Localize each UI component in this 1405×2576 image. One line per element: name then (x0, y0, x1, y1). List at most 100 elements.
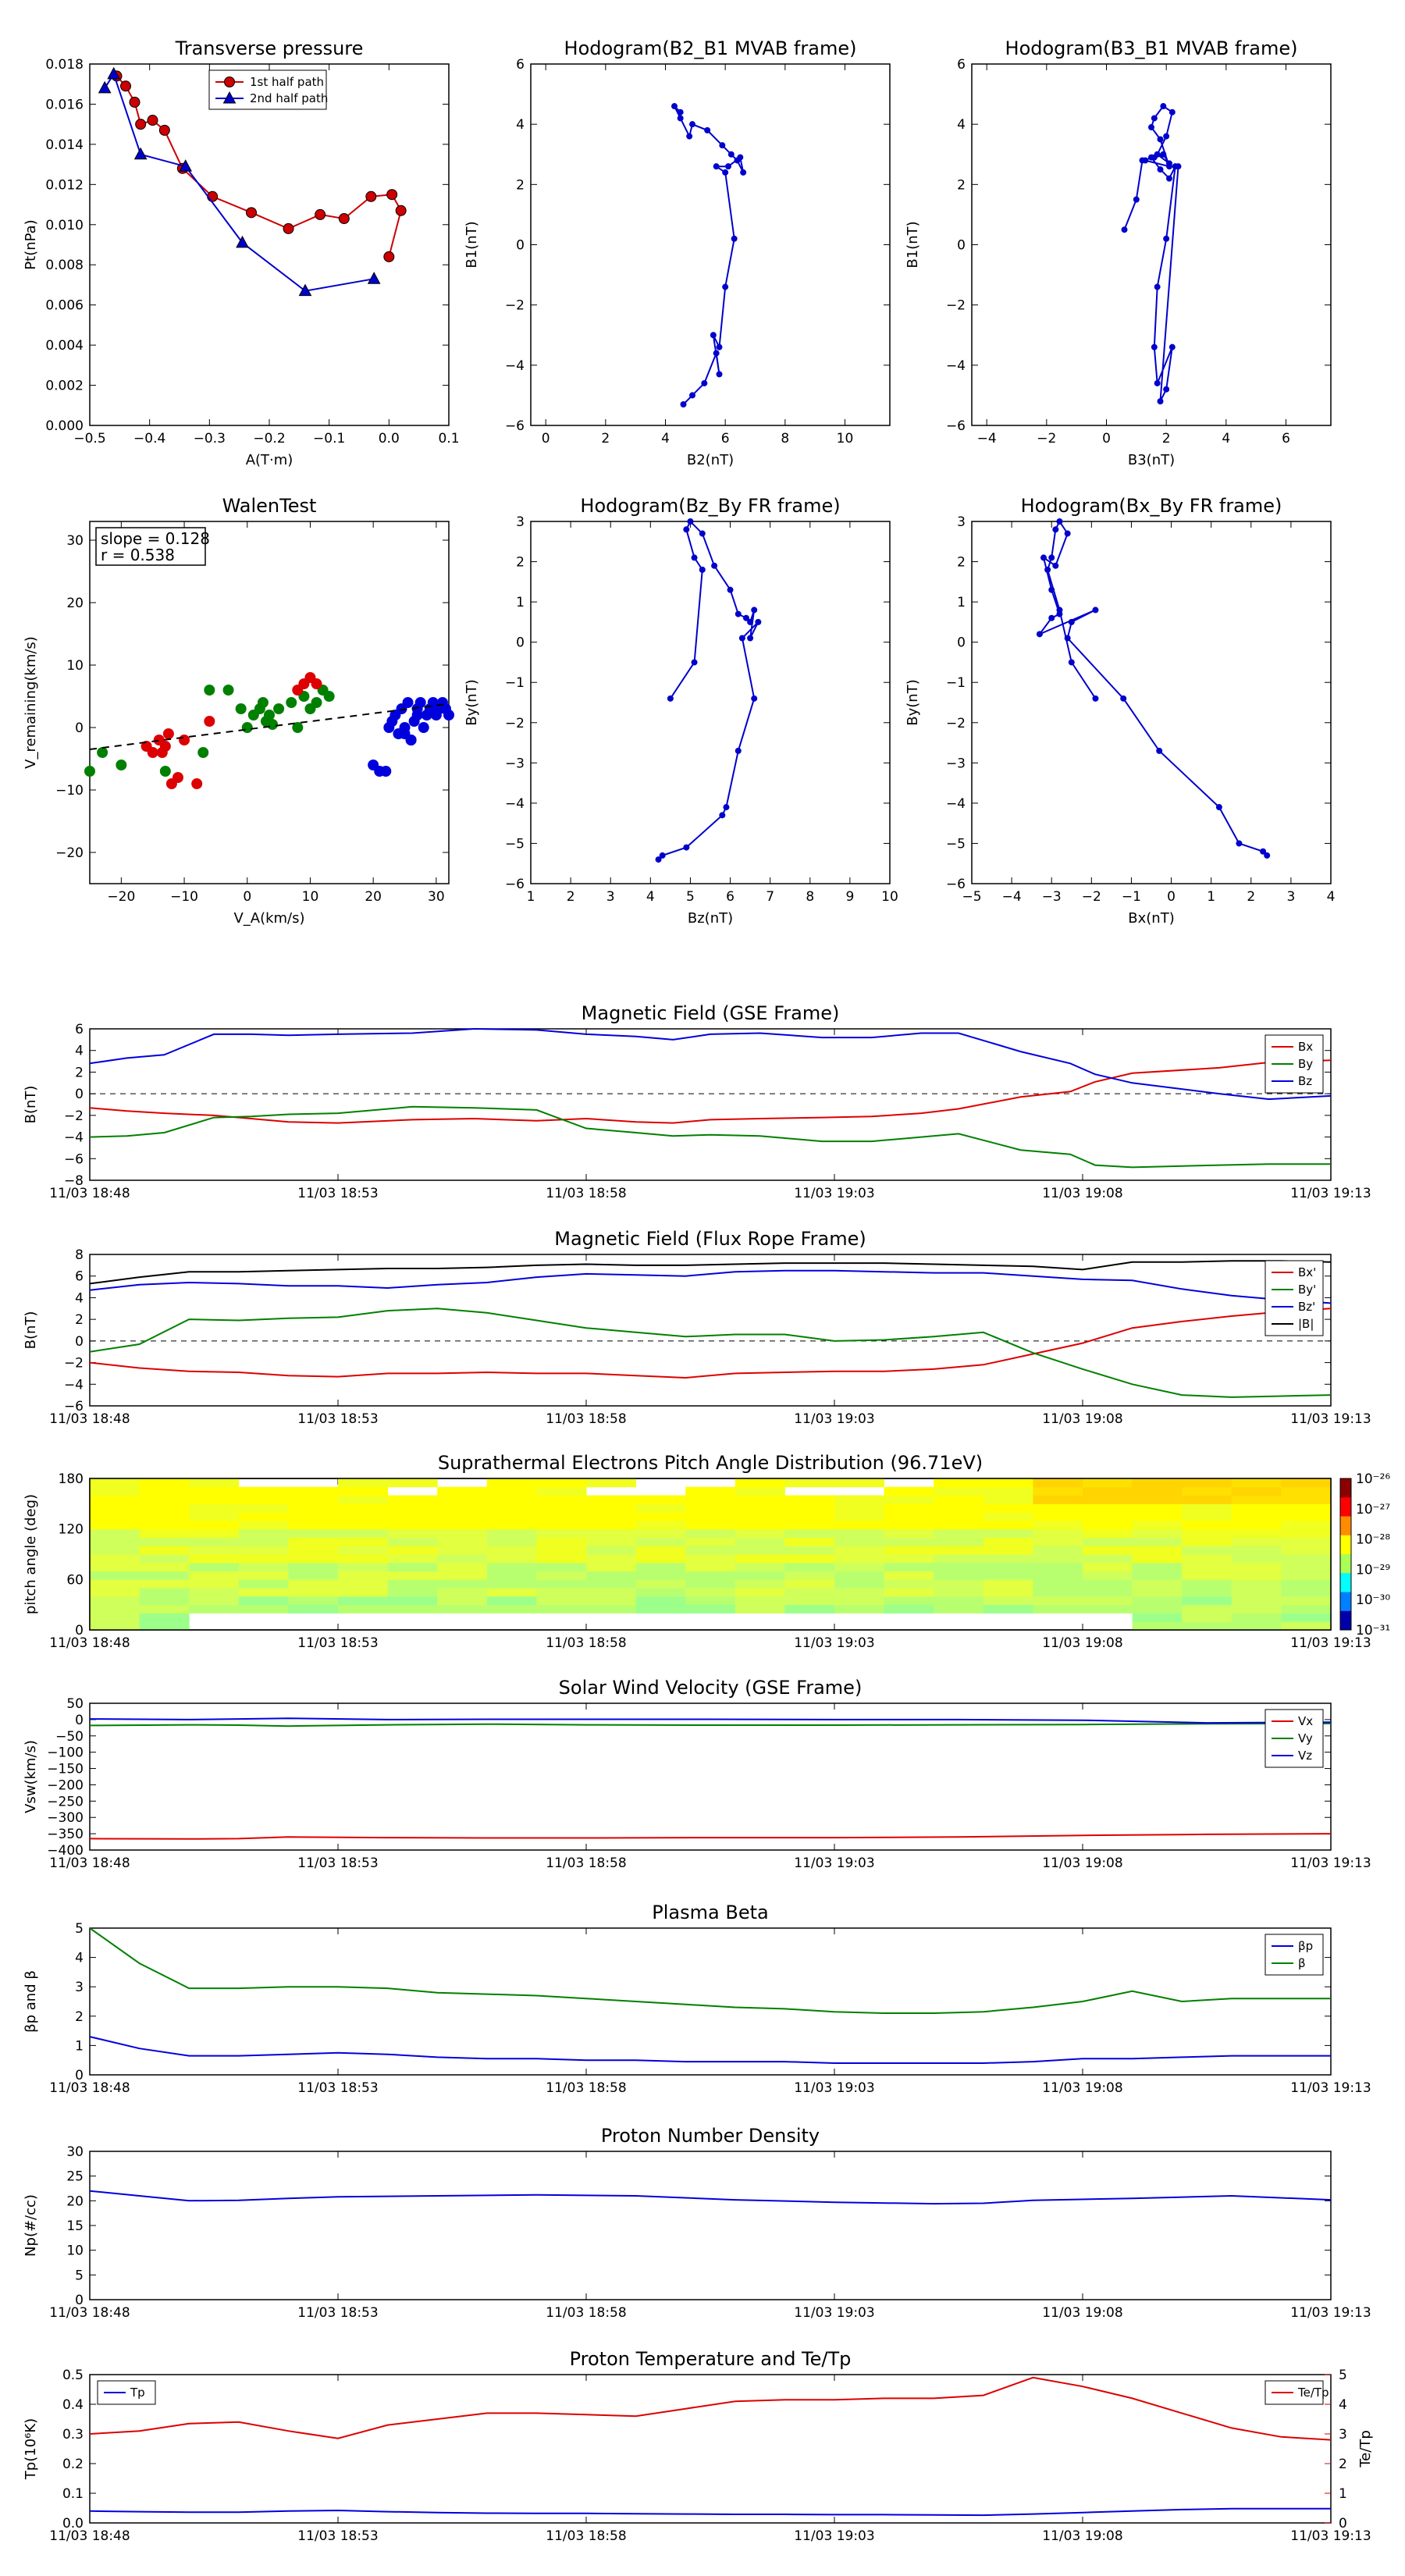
h2-B1-vs-B3-point (1133, 196, 1140, 203)
pad-cell (784, 1571, 835, 1580)
bgse-ytick-label: −2 (64, 1108, 84, 1124)
pad-cell (983, 1495, 1033, 1504)
pad-cell (338, 1537, 389, 1546)
pad-cell (288, 1571, 339, 1580)
bgse-legend-label: Bz (1298, 1074, 1312, 1088)
bgse-xtick-label: 11/03 19:03 (794, 1186, 874, 1201)
pad-cell (189, 1537, 240, 1546)
pad-cell (90, 1486, 140, 1496)
h2-ytick-label: 6 (957, 57, 966, 73)
pad-cell (387, 1503, 438, 1513)
pad-cell (1132, 1596, 1183, 1606)
pad-cell (735, 1596, 785, 1606)
beta-ytick-label: 0 (75, 2068, 84, 2083)
pad-cell (90, 1596, 140, 1606)
np-plot-frame (89, 2151, 1332, 2300)
bgse-Bz-line (89, 1027, 1332, 1101)
h3-xtick-label: 10 (881, 889, 898, 905)
h4-xtick-label: 0 (1167, 889, 1176, 905)
pad-cell (536, 1596, 587, 1606)
pt-ytick-label: 0.016 (45, 97, 84, 112)
pt-1st-half-path-point (338, 213, 350, 225)
pad-cell (238, 1528, 289, 1538)
walen-green-point (241, 722, 253, 733)
pad-cell (1033, 1512, 1083, 1521)
h4-By-vs-Bx-point (1056, 610, 1063, 617)
pad-cell (1132, 1520, 1183, 1530)
pad-cell (735, 1503, 785, 1513)
pad-cell (1132, 1495, 1183, 1504)
h2-ylabel: B1(nT) (905, 221, 921, 268)
walen-blue-point (443, 710, 454, 720)
pad-cell (1083, 1562, 1133, 1572)
pad-cell (536, 1512, 587, 1521)
np-xtick-label: 11/03 19:08 (1042, 2305, 1122, 2321)
h3-By-vs-Bz-point (723, 804, 730, 811)
h3-By-vs-Bz-point (755, 618, 762, 625)
pad-cell (635, 1562, 686, 1572)
pad-cell (139, 1512, 190, 1521)
pad-cell (238, 1604, 289, 1614)
bfr-ytick-label: 2 (75, 1312, 84, 1328)
pad-cell (139, 1486, 190, 1496)
walen-blue-point (414, 697, 426, 708)
pad-cell (1083, 1495, 1133, 1504)
pad-cell (139, 1596, 190, 1606)
h2-B1-vs-B3-point (1160, 103, 1167, 110)
pad-cell (983, 1546, 1033, 1555)
beta-xtick-label: 11/03 18:58 (546, 2080, 626, 2096)
walen-green-point (323, 691, 335, 702)
pad-colorbar-label: 10⁻²⁶ (1356, 1471, 1390, 1487)
pad-cell (1182, 1528, 1232, 1538)
pad-cell (387, 1495, 438, 1504)
bgse-Bx-line (89, 1059, 1332, 1124)
pad-colorbar-segment (1340, 1573, 1351, 1592)
pt-legend-swatch-point (224, 76, 235, 87)
pad-cell (1033, 1546, 1083, 1555)
tp-ytick-right-label: 5 (1339, 2368, 1347, 2383)
pad-cell (338, 1554, 389, 1564)
h1-B1-vs-B2-point (710, 332, 717, 339)
pad-cell (1182, 1613, 1232, 1622)
pad-cell (685, 1604, 736, 1614)
walen-ytick-label: −20 (55, 845, 84, 861)
h1-ytick-label: 0 (516, 238, 525, 254)
pad-cell (1132, 1562, 1183, 1572)
h1-B1-vs-B2-point (719, 142, 726, 149)
pad-cell (635, 1503, 686, 1513)
pad-cell (189, 1512, 240, 1521)
h4-By-vs-Bx-point (1056, 518, 1063, 525)
h4-ytick-label: −5 (946, 836, 966, 852)
bfr-ytick-label: −6 (64, 1399, 84, 1414)
pad-cell (536, 1503, 587, 1513)
h3-By-vs-Bz-point (751, 695, 758, 702)
bgse-legend-label: By (1298, 1057, 1313, 1071)
pt-1st-half-path-point (315, 208, 326, 220)
pad-cell (486, 1604, 537, 1614)
pad-cells (90, 1478, 1332, 1631)
h3-xtick-label: 3 (606, 889, 615, 905)
pad-cell (934, 1596, 984, 1606)
bfr-legend-label: |B| (1298, 1317, 1314, 1331)
pad-cell (884, 1596, 934, 1606)
pad-cell (486, 1503, 537, 1513)
pad-cell (685, 1596, 736, 1606)
pad-cell (884, 1512, 934, 1521)
pad-cell (884, 1571, 934, 1580)
h3-By-vs-Bz-point (687, 518, 694, 525)
pad-cell (288, 1562, 339, 1572)
pad-colorbar-label: 10⁻³⁰ (1356, 1592, 1390, 1608)
pad-cell (1281, 1546, 1332, 1555)
pad-cell (884, 1528, 934, 1538)
pad-cell (685, 1579, 736, 1589)
pad-cell (437, 1520, 488, 1530)
h4-By-vs-Bx-point (1064, 530, 1071, 537)
beta-ylabel: βp and β (23, 1970, 39, 2033)
h2-B1-vs-B3-point (1151, 115, 1158, 122)
pt-ytick-label: 0.012 (45, 177, 84, 193)
pad-ylabel: pitch angle (deg) (23, 1494, 39, 1614)
pt-1st-half-path-point (395, 205, 407, 216)
pad-cell (437, 1503, 488, 1513)
pad-cell (90, 1613, 140, 1622)
tp-legend-label: Tp (130, 2386, 145, 2400)
